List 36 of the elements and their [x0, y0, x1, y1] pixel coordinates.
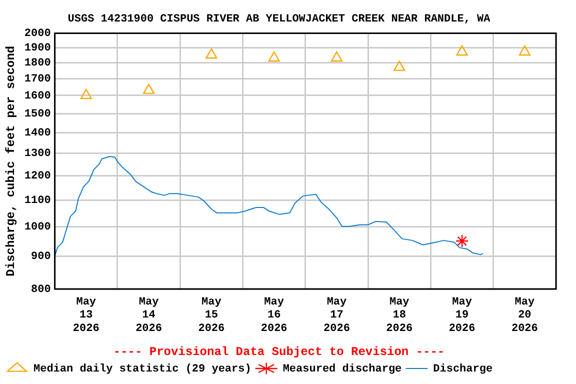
y-tick-label: 1400 — [24, 128, 51, 140]
point — [455, 234, 469, 248]
point — [456, 45, 468, 56]
legend-label: Discharge — [433, 363, 493, 376]
y-tick-label: 1300 — [24, 148, 51, 160]
x-tick-label: May 13 2026 — [72, 296, 100, 335]
y-tick-label: 1800 — [24, 57, 51, 70]
y-tick-label: 1100 — [24, 194, 51, 207]
y-tick-label: 1500 — [24, 108, 51, 120]
legend-label: Median daily statistic (29 years) — [34, 363, 252, 376]
point — [142, 84, 155, 94]
y-tick-label: 1700 — [24, 73, 51, 86]
legend-label: Measured discharge — [282, 363, 402, 376]
chart-title: USGS 14231900 CISPUS RIVER AB YELLOWJACKET CREEK NEAR RANDLE, WA — [68, 13, 491, 26]
x-tick-label: May 19 2026 — [448, 296, 476, 335]
y-tick-label: 1600 — [24, 90, 51, 102]
point — [80, 88, 92, 100]
x-tick-label: May 17 2026 — [324, 296, 350, 335]
y-tick-label: 800 — [30, 284, 51, 296]
y-axis-title: Discharge, cubic feet per second — [4, 46, 18, 276]
point — [518, 45, 530, 56]
x-tick-label: May 18 2026 — [386, 296, 413, 335]
point — [394, 60, 406, 71]
point — [206, 48, 218, 59]
text: ---- Provisional Data Subject to Revision ---- — [113, 344, 445, 359]
x-tick-label: May 16 2026 — [260, 296, 288, 335]
y-tick-label: 900 — [30, 250, 51, 263]
x-tick-label: May 20 2026 — [511, 296, 538, 335]
y-tick-label: 1000 — [24, 221, 51, 234]
point — [268, 51, 280, 62]
x-tick-label: May 15 2026 — [198, 296, 225, 335]
y-tick-label: 2000 — [24, 28, 51, 40]
x-tick-label: May 14 2026 — [136, 296, 162, 335]
point — [330, 51, 343, 62]
y-tick-label: 1200 — [24, 170, 51, 183]
y-tick-label: 1900 — [24, 42, 51, 54]
